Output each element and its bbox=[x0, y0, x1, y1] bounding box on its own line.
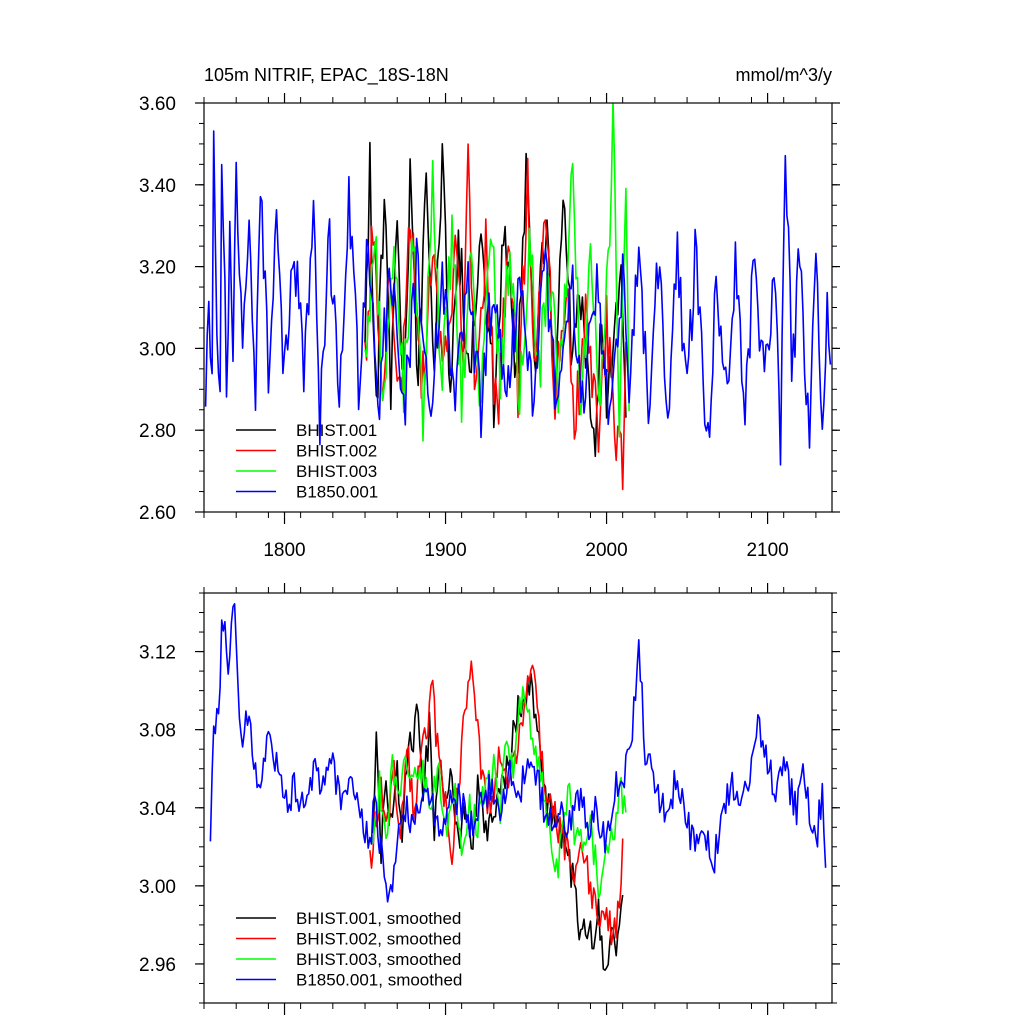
x-tick-label: 2000 bbox=[585, 540, 627, 561]
y-tick-label: 2.96 bbox=[139, 955, 176, 976]
legend-label: BHIST.003 bbox=[296, 462, 377, 481]
y-tick-label: 2.80 bbox=[139, 421, 176, 442]
legend-label: B1850.001 bbox=[296, 483, 378, 502]
legend-label: B1850.001, smoothed bbox=[296, 971, 462, 990]
y-tick-label: 3.00 bbox=[139, 339, 176, 360]
y-tick-label: 3.00 bbox=[139, 877, 176, 898]
y-tick-label: 3.08 bbox=[139, 721, 176, 742]
y-tick-label: 3.12 bbox=[139, 643, 176, 664]
series-line-4 bbox=[209, 603, 827, 903]
series-line-3 bbox=[364, 103, 630, 442]
panel-1-title-left: 105m NITRIF, EPAC_18S-18N bbox=[204, 65, 449, 86]
legend-label: BHIST.002, smoothed bbox=[296, 930, 461, 949]
y-tick-label: 2.60 bbox=[139, 503, 176, 524]
y-tick-label: 3.60 bbox=[139, 94, 176, 115]
y-tick-label: 3.04 bbox=[139, 799, 176, 820]
x-tick-label: 2100 bbox=[746, 540, 788, 561]
y-tick-label: 3.40 bbox=[139, 176, 176, 197]
legend-label: BHIST.001 bbox=[296, 421, 377, 440]
panel-1-title-right: mmol/m^3/y bbox=[736, 65, 832, 85]
legend-label: BHIST.003, smoothed bbox=[296, 950, 461, 969]
series-lines bbox=[209, 603, 827, 971]
series-line-2 bbox=[364, 143, 627, 491]
plot-frame bbox=[203, 592, 833, 1004]
panel-1-plot: 2.60 2.80 3.00 3.20 3.40 3.60 1800 1900 2000 2100… bbox=[139, 93, 840, 561]
x-tick-label: 1900 bbox=[424, 540, 466, 561]
series-line-4 bbox=[204, 130, 832, 466]
x-tick-label: 1800 bbox=[263, 540, 305, 561]
legend-label: BHIST.002 bbox=[296, 442, 377, 461]
y-tick-label: 3.20 bbox=[139, 258, 176, 279]
series-lines bbox=[204, 103, 832, 491]
panel-2-plot: 2.96 3.00 3.04 3.08 3.12 BHIST.001, smoothed B… bbox=[139, 583, 840, 1015]
legend-label: BHIST.001, smoothed bbox=[296, 909, 461, 928]
